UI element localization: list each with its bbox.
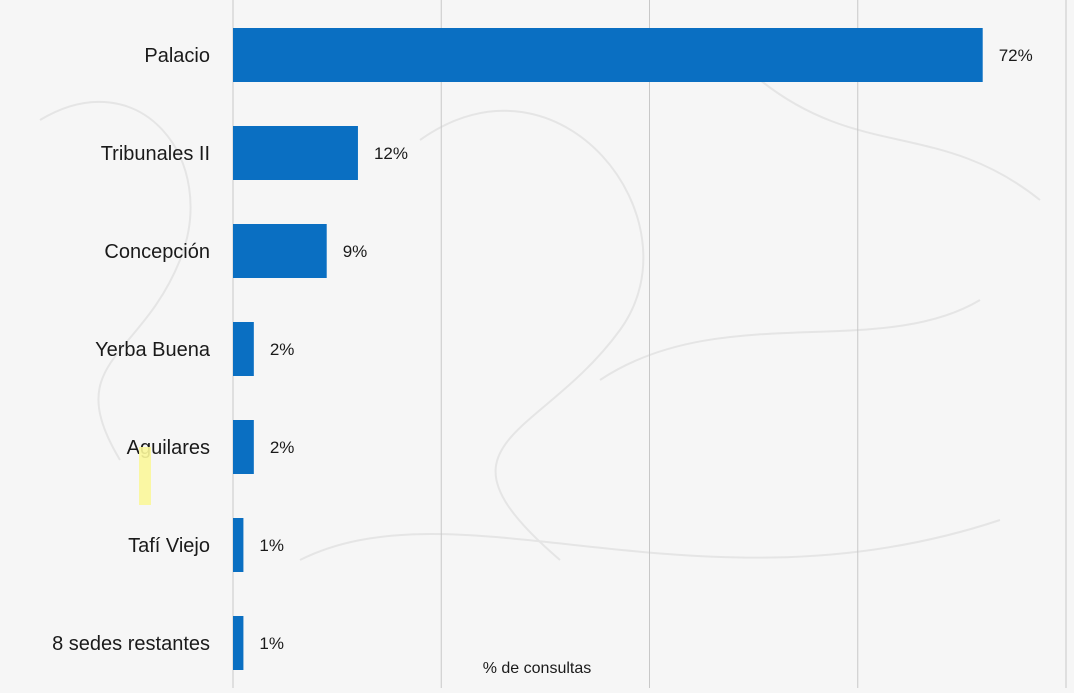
bar (233, 616, 244, 670)
gridlines (232, 0, 1067, 688)
bar (233, 224, 327, 278)
category-label: Yerba Buena (95, 339, 211, 361)
data-label: 2% (270, 438, 295, 457)
data-label: 72% (999, 46, 1033, 65)
bar (233, 518, 244, 572)
category-label: Palacio (144, 45, 210, 67)
data-label: 2% (270, 340, 295, 359)
data-label: 1% (259, 536, 284, 555)
bar (233, 322, 254, 376)
category-label: Concepción (104, 241, 210, 263)
bar (233, 28, 983, 82)
category-labels: Palacio Tribunales II Concepción Yerba Buen… (52, 45, 211, 655)
x-axis-label: % de consultas (483, 660, 592, 677)
data-label: 1% (259, 634, 284, 653)
bars (233, 28, 983, 670)
bar (233, 420, 254, 474)
background-watermark (39, 79, 1041, 561)
category-label: 8 sedes restantes (52, 633, 210, 655)
category-label: Tafí Viejo (128, 535, 210, 557)
value-labels: 72% 12% 9% 2% 2% 1% 1% (259, 46, 1032, 653)
category-label: Tribunales II (101, 143, 210, 165)
highlight-mark (139, 447, 151, 505)
bar (233, 126, 358, 180)
data-label: 9% (343, 242, 368, 261)
data-label: 12% (374, 144, 408, 163)
